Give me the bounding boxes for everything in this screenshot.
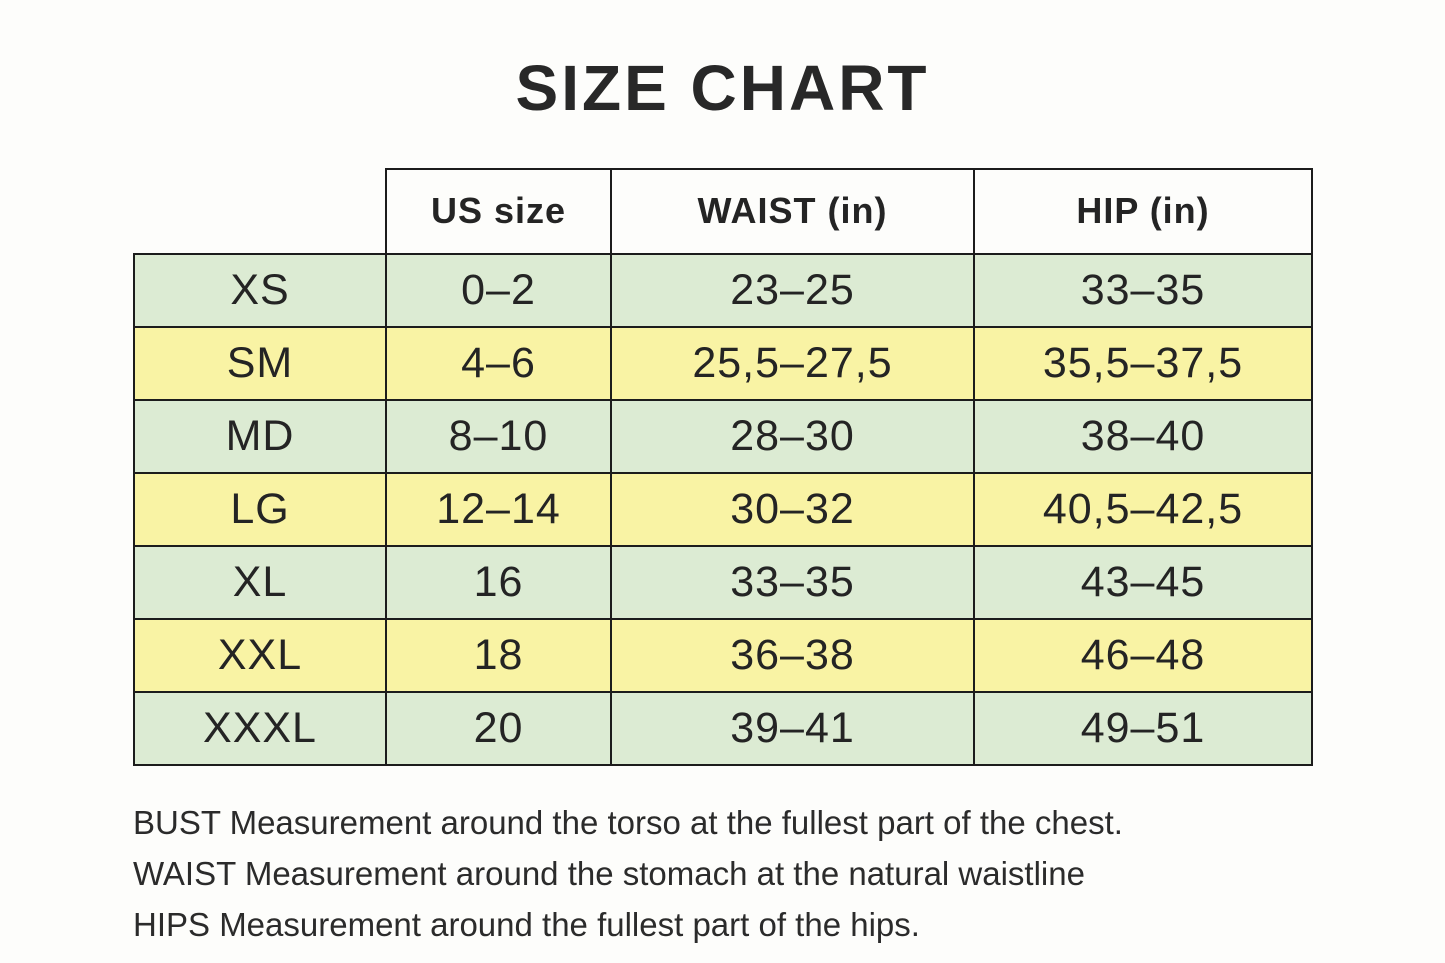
us-size-value: 20 (385, 690, 612, 766)
note-bust: BUST Measurement around the torso at the… (133, 803, 1123, 841)
size-label: XS (133, 252, 387, 328)
table-row-lg: LG 12–14 30–32 40,5–42,5 (133, 471, 1313, 547)
hip-value: 33–35 (973, 252, 1313, 328)
hip-value: 46–48 (973, 617, 1313, 693)
note-hips: HIPS Measurement around the fullest part… (133, 905, 920, 943)
size-label: XL (133, 544, 387, 620)
size-label: SM (133, 325, 387, 401)
table-row-xxl: XXL 18 36–38 46–48 (133, 617, 1313, 693)
us-size-value: 4–6 (385, 325, 612, 401)
us-size-value: 18 (385, 617, 612, 693)
size-label: XXXL (133, 690, 387, 766)
waist-value: 25,5–27,5 (610, 325, 975, 401)
waist-value: 30–32 (610, 471, 975, 547)
size-chart-table: US size WAIST (in) HIP (in) XS 0–2 23–25… (133, 167, 1313, 766)
hip-value: 38–40 (973, 398, 1313, 474)
us-size-value: 0–2 (385, 252, 612, 328)
table-row-md: MD 8–10 28–30 38–40 (133, 398, 1313, 474)
table-header-row: US size WAIST (in) HIP (in) (134, 167, 1313, 255)
table-row-xxxl: XXXL 20 39–41 49–51 (133, 690, 1313, 766)
size-chart-page: SIZE CHART US size WAIST (in) HIP (in) X… (0, 50, 1445, 963)
waist-value: 36–38 (610, 617, 975, 693)
column-header-hip: HIP (in) (973, 167, 1313, 255)
waist-value: 23–25 (610, 252, 975, 328)
hip-value: 35,5–37,5 (973, 325, 1313, 401)
empty-header-cell (134, 168, 387, 255)
waist-value: 28–30 (610, 398, 975, 474)
us-size-value: 12–14 (385, 471, 612, 547)
page-title: SIZE CHART (515, 52, 930, 124)
waist-value: 33–35 (610, 544, 975, 620)
table-row-xs: XS 0–2 23–25 33–35 (133, 252, 1313, 328)
us-size-value: 8–10 (385, 398, 612, 474)
waist-value: 39–41 (610, 690, 975, 766)
table-row-xl: XL 16 33–35 43–45 (133, 544, 1313, 620)
hip-value: 40,5–42,5 (973, 471, 1313, 547)
column-header-us-size: US size (385, 167, 612, 255)
table-row-sm: SM 4–6 25,5–27,5 35,5–37,5 (133, 325, 1313, 401)
hip-value: 49–51 (973, 690, 1313, 766)
column-header-waist: WAIST (in) (610, 167, 975, 255)
note-waist: WAIST Measurement around the stomach at … (133, 854, 1085, 892)
hip-value: 43–45 (973, 544, 1313, 620)
us-size-value: 16 (385, 544, 612, 620)
size-label: LG (133, 471, 387, 547)
size-label: MD (133, 398, 387, 474)
size-label: XXL (133, 617, 387, 693)
measurement-notes: BUST Measurement around the torso at the… (133, 797, 1445, 950)
